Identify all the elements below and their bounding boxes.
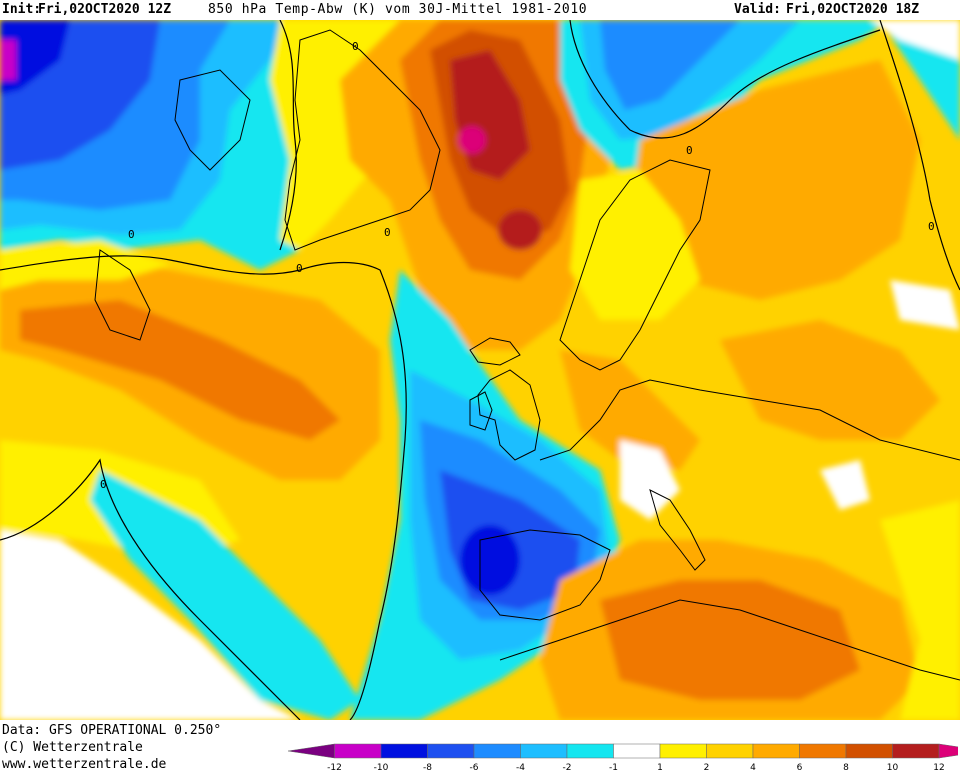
legend-swatch	[752, 743, 800, 759]
legend-tick-label: -1	[609, 763, 618, 773]
map-footer: Data: GFS OPERATIONAL 0.250° (C) Wetterz…	[0, 720, 964, 782]
coast-europe-mainland	[539, 379, 960, 461]
coast-north-africa	[499, 599, 960, 681]
zero-contour-label-7: 0	[928, 220, 935, 233]
field-arctic-deep-blue	[600, 20, 740, 110]
legend-ticks: -12 -10 -8 -6 -4 -2 -1 1 2 4 6 8 10 12	[327, 763, 945, 773]
field-black-sea-white	[820, 460, 870, 510]
field-east-white	[870, 20, 960, 60]
legend-tick-label: 2	[704, 763, 710, 773]
legend-swatch	[473, 743, 521, 759]
coast-baffin	[174, 69, 251, 171]
legend-tick-label: 8	[843, 763, 849, 773]
legend-tick-label: -12	[327, 763, 342, 773]
init-label: Init:	[2, 2, 42, 17]
legend-tick-label: -4	[516, 763, 525, 773]
credits: Data: GFS OPERATIONAL 0.250° (C) Wetterz…	[2, 722, 221, 773]
coast-iberia	[479, 529, 611, 621]
field-southwest-cyan	[90, 470, 360, 720]
legend-tick-label: -10	[374, 763, 389, 773]
coast-greenland	[284, 29, 441, 251]
zero-contour-label-3: 0	[296, 262, 303, 275]
legend-swatch	[845, 743, 893, 759]
zero-contours	[0, 20, 960, 720]
field-east-yellow	[880, 500, 960, 720]
field-africa-dark-orange	[600, 580, 860, 700]
field-cold-northwest-magenta	[0, 40, 16, 80]
zero-contour-label-6: 0	[100, 478, 107, 491]
field-atlantic-yellow	[0, 240, 170, 290]
field-east-europe-orange	[720, 320, 940, 440]
field-russia-orange	[630, 60, 920, 300]
field-scandinavia-yellow	[570, 170, 700, 320]
legend-swatch	[380, 743, 428, 759]
legend-swatch	[520, 743, 568, 759]
legend-tick-label: 10	[887, 763, 899, 773]
field-europe-orange	[560, 350, 700, 470]
anomaly-fields	[0, 20, 960, 720]
legend-swatch	[659, 743, 707, 759]
valid-label: Valid:	[734, 2, 781, 17]
zero-contour-greenland	[279, 20, 297, 251]
coast-british-isles	[477, 369, 541, 461]
map-title: 850 hPa Temp-Abw (K) vom 30J-Mittel 1981…	[208, 2, 588, 17]
zero-contour-east	[879, 20, 960, 291]
zero-contour-arctic	[569, 20, 881, 139]
coast-labrador	[94, 249, 151, 341]
temperature-anomaly-map: 0 0 0 0 0 0 0	[0, 20, 960, 720]
zero-contour-label-2: 0	[384, 226, 391, 239]
legend-swatch	[799, 743, 847, 759]
legend-tick-label: -6	[470, 763, 479, 773]
field-warm-core-magenta	[458, 126, 486, 154]
legend-tick-label: 6	[797, 763, 803, 773]
coast-scandinavia	[559, 159, 711, 371]
zero-contour-southwest	[0, 458, 301, 720]
zero-contour-label-1: 0	[128, 228, 135, 241]
legend-swatch	[427, 743, 475, 759]
data-source: Data: GFS OPERATIONAL 0.250°	[2, 723, 222, 738]
field-atlantic-dark-orange	[20, 300, 340, 440]
legend-swatch	[706, 743, 754, 759]
legend-swatch	[938, 743, 958, 759]
zero-contour-label-5: 0	[686, 144, 693, 157]
legend-tick-label: 4	[750, 763, 756, 773]
color-legend: -12 -10 -8 -6 -4 -2 -1 1 2 4 6 8 10 12	[287, 743, 958, 773]
legend-tick-label: -8	[423, 763, 432, 773]
field-alps-white	[620, 440, 680, 520]
field-cold-northwest-core	[0, 20, 70, 95]
legend-tick-label: 12	[933, 763, 944, 773]
legend-bar	[287, 743, 958, 759]
field-warm-core-south	[498, 210, 542, 250]
field-caspian-white	[890, 280, 960, 330]
map-header: Init: Fri,02OCT2020 12Z 850 hPa Temp-Abw…	[0, 0, 964, 20]
legend-swatch	[287, 743, 335, 759]
legend-swatch	[892, 743, 940, 759]
legend-swatch	[334, 743, 382, 759]
legend-tick-label: 1	[657, 763, 663, 773]
field-southwest-white	[0, 530, 300, 720]
coast-ireland	[469, 391, 493, 431]
coastlines	[94, 29, 960, 681]
legend-swatch	[613, 743, 661, 759]
init-time: Fri,02OCT2020 12Z	[38, 2, 172, 17]
zero-contour-atlantic	[0, 255, 407, 720]
legend-swatch	[566, 743, 614, 759]
valid-time: Fri,02OCT2020 18Z	[786, 2, 920, 17]
website-url: www.wetterzentrale.de	[2, 757, 167, 772]
legend-tick-label: -2	[563, 763, 572, 773]
coast-italy	[649, 489, 706, 571]
coast-iceland	[469, 337, 521, 366]
copyright: (C) Wetterzentrale	[2, 740, 143, 755]
field-iberia-core	[460, 525, 520, 595]
